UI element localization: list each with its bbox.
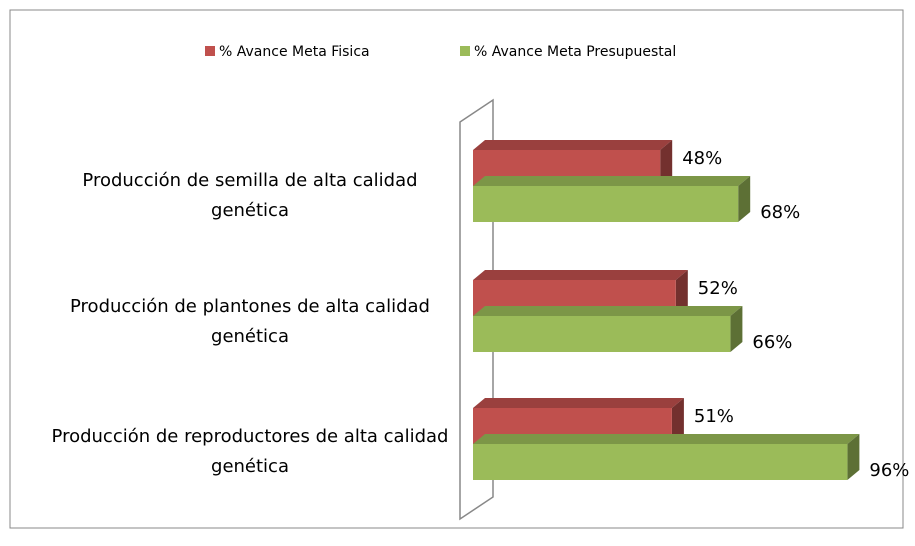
data-label: 52%	[698, 278, 738, 299]
bar-side	[730, 306, 743, 352]
wall	[459, 98, 494, 521]
bar-side	[660, 140, 673, 186]
category-label: Producción de reproductores de alta cali…	[51, 426, 449, 477]
bar-top	[473, 306, 743, 316]
bar-top	[473, 140, 673, 150]
legend-label: % Avance Meta Presupuestal	[474, 44, 676, 60]
bar-top	[473, 270, 688, 280]
data-label: 48%	[682, 148, 722, 169]
bar-top	[473, 434, 860, 444]
legend-label: % Avance Meta Fisica	[219, 44, 370, 60]
category-label: Producción de plantones de alta calidad …	[70, 296, 430, 347]
bar	[473, 444, 848, 480]
legend-swatch	[205, 46, 215, 56]
data-label: 51%	[694, 406, 734, 427]
data-label: 66%	[752, 332, 792, 353]
bar-side	[847, 434, 860, 480]
bar-top	[473, 176, 751, 186]
category-label: Producción de semilla de alta calidad ge…	[82, 170, 418, 221]
bar-top	[473, 398, 684, 408]
bar-side	[738, 176, 751, 222]
legend-swatch	[460, 46, 470, 56]
data-label: 68%	[760, 202, 800, 223]
bar	[473, 186, 739, 222]
data-label: 96%	[869, 460, 909, 481]
bar-side	[675, 270, 688, 316]
bar	[473, 316, 731, 352]
bar-side	[671, 398, 684, 444]
